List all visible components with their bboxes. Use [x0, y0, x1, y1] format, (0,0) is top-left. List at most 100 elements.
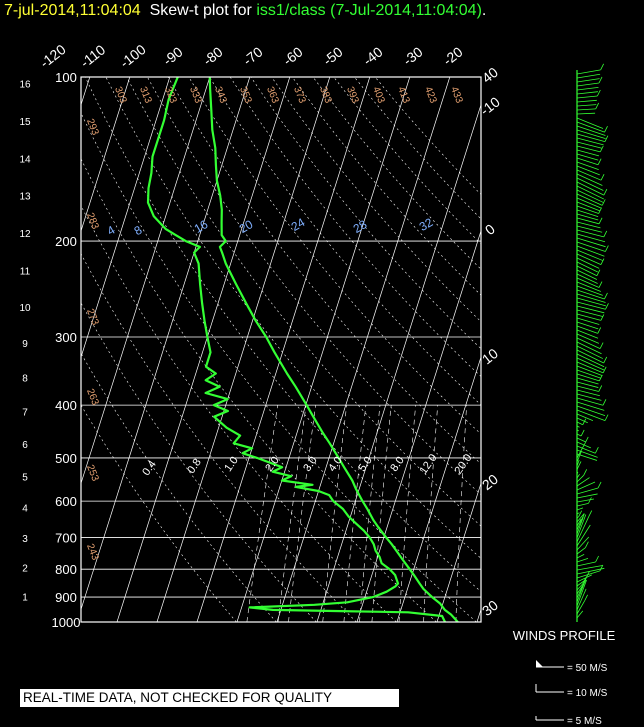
wind-barb — [576, 583, 583, 591]
wind-barb — [576, 353, 605, 368]
wind-barb — [576, 265, 598, 277]
dry-adiabat-line — [81, 158, 437, 622]
temperature-tick-label: 40 — [479, 64, 501, 86]
wind-barb — [576, 233, 606, 243]
dry-adiabat-line — [354, 77, 481, 220]
mixing-ratio-line — [455, 405, 467, 622]
mixing-ratio-label: 32 — [417, 215, 436, 234]
wind-barb — [576, 99, 597, 103]
plot-frame — [80, 76, 482, 623]
temperature-tick-label: 0 — [482, 221, 498, 239]
dry-adiabat-line — [81, 112, 477, 622]
dry-adiabat-line — [81, 302, 317, 622]
wind-barb — [576, 95, 598, 99]
wind-barb — [576, 221, 601, 229]
wind-barb — [576, 281, 601, 292]
wind-barb — [576, 377, 599, 385]
wind-barb-flag — [599, 145, 604, 153]
isotherm-line — [116, 77, 291, 622]
wind-barb — [576, 209, 599, 217]
pressure-tick-label: 300 — [55, 330, 77, 345]
wind-legend-label: = 5 M/S — [567, 716, 602, 727]
wind-barb — [576, 341, 602, 355]
wind-barb — [576, 442, 586, 459]
mixing-ratio-label: 16 — [192, 217, 211, 236]
wind-barb — [576, 567, 605, 575]
isotherm-line — [81, 77, 211, 485]
wind-barb — [576, 197, 602, 209]
wind-barb — [576, 437, 586, 443]
height-tick-label: 7 — [22, 407, 28, 418]
wind-barb-flag — [600, 258, 605, 265]
wind-barb-flag — [598, 281, 603, 288]
wind-barb — [576, 269, 598, 280]
dry-adiabat-line — [229, 77, 481, 377]
wind-barb — [576, 129, 606, 139]
wind-barb — [576, 393, 602, 401]
wind-barb — [576, 507, 584, 511]
wind-barb — [576, 514, 587, 539]
wind-barb — [576, 201, 600, 212]
wind-barb — [576, 577, 587, 603]
wind-barb-flag — [604, 292, 608, 300]
wind-legend-label: = 50 M/S — [567, 663, 608, 674]
wind-barb-flag — [602, 366, 607, 374]
wind-barb — [576, 297, 607, 307]
wind-barb — [576, 518, 582, 527]
temperature-tick-label: -20 — [440, 43, 466, 68]
height-tick-label: 13 — [19, 192, 31, 203]
theta-label: 383 — [317, 85, 334, 105]
pressure-tick-label: 200 — [55, 234, 77, 249]
temperature-tick-label: -90 — [160, 43, 186, 68]
wind-barb-flag — [585, 541, 589, 548]
wind-barb-flag — [603, 188, 608, 196]
height-tick-label: 4 — [22, 503, 28, 514]
wind-barb-flag — [596, 269, 601, 276]
title-timestamp: 7-jul-2014,11:04:04 — [4, 2, 141, 19]
wind-barb-flag — [582, 418, 587, 425]
wind-barb — [576, 205, 599, 214]
wind-barb-flag — [601, 199, 606, 206]
dry-adiabat-line — [250, 77, 481, 350]
dry-adiabat-line — [81, 253, 357, 622]
wind-barb-flag — [605, 245, 609, 252]
wind-barb — [576, 421, 583, 426]
wind-barb — [576, 337, 601, 349]
wind-barb — [576, 425, 580, 428]
wind-barb — [576, 149, 600, 157]
wind-barb-flag — [586, 571, 590, 578]
theta-label: 363 — [264, 85, 281, 105]
wind-barb — [576, 249, 603, 261]
dry-adiabat-line — [147, 77, 481, 495]
wind-barb — [576, 285, 603, 296]
wind-barb — [576, 600, 585, 615]
wind-barb-flag — [605, 303, 609, 310]
wind-barb-flag — [588, 497, 592, 504]
wind-barb — [576, 189, 604, 203]
wind-barb — [576, 173, 603, 186]
theta-label: 373 — [291, 85, 308, 105]
wind-barb — [576, 73, 601, 79]
temperature-tick-label: 10 — [479, 345, 501, 367]
theta-label: 333 — [187, 85, 204, 105]
mixing-ratio-label: 28 — [351, 217, 370, 236]
wind-barb-flag — [604, 135, 609, 142]
wind-barb — [576, 213, 599, 221]
wind-barb — [576, 357, 605, 371]
wind-barb — [576, 409, 606, 421]
wind-barb-flag — [584, 594, 588, 601]
height-tick-label: 15 — [19, 117, 31, 128]
wind-barb — [576, 401, 605, 411]
isotherm-line — [476, 608, 481, 622]
wind-barb — [576, 181, 605, 196]
pressure-tick-label: 1000 — [52, 615, 81, 630]
wind-barb — [576, 177, 604, 191]
wind-barb-flag — [603, 356, 608, 364]
wind-barb — [576, 157, 599, 166]
wind-barb — [576, 345, 603, 359]
pressure-tick-label: 600 — [55, 494, 77, 509]
dry-adiabat-line — [126, 77, 481, 527]
mixing-ratio-label: 20.0 — [452, 452, 474, 476]
isotherm-line — [236, 77, 411, 622]
wind-barb — [576, 133, 605, 143]
